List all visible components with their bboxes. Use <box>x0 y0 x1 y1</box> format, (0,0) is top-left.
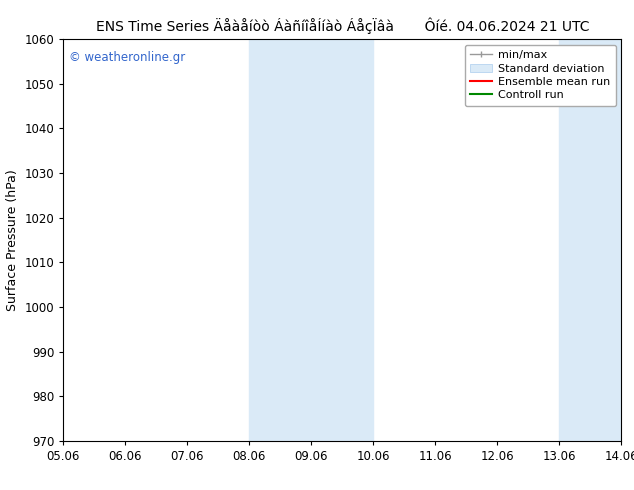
Y-axis label: Surface Pressure (hPa): Surface Pressure (hPa) <box>6 169 19 311</box>
Text: © weatheronline.gr: © weatheronline.gr <box>69 51 185 64</box>
Bar <box>249 39 373 441</box>
Bar <box>559 39 621 441</box>
Legend: min/max, Standard deviation, Ensemble mean run, Controll run: min/max, Standard deviation, Ensemble me… <box>465 45 616 106</box>
Title: ENS Time Series Äåàåíòò ÁàñíîåÍíàò ÁåçÏâà       Ôíé. 04.06.2024 21 UTC: ENS Time Series Äåàåíòò ÁàñíîåÍíàò ÁåçÏâ… <box>96 17 589 34</box>
